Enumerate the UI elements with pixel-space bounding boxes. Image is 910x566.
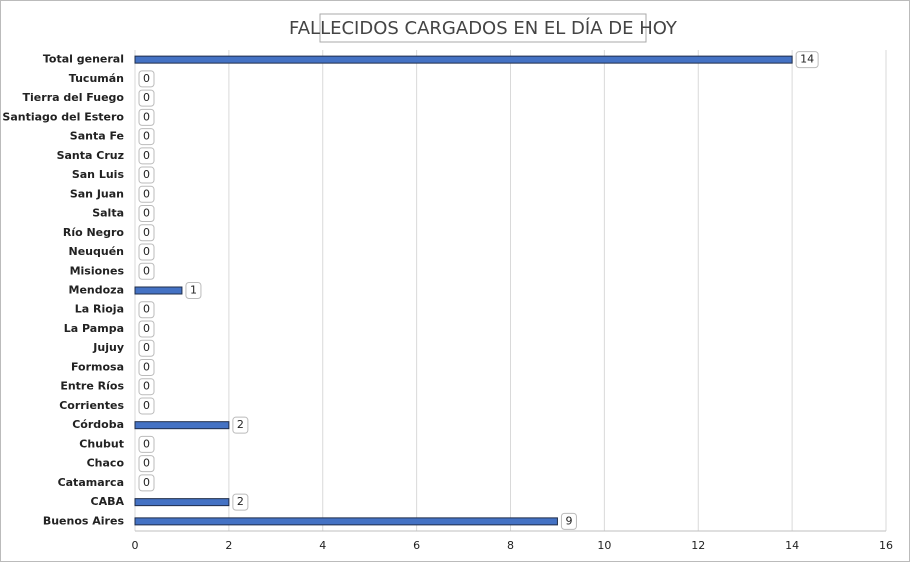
- bar: [134, 286, 183, 295]
- bar: [134, 498, 230, 507]
- y-tick-label: Catamarca: [58, 476, 124, 489]
- data-label: 0: [143, 457, 150, 470]
- data-label-box: [795, 51, 819, 69]
- x-tick-label: 10: [597, 539, 611, 552]
- chart-title: FALLECIDOS CARGADOS EN EL DÍA DE HOY: [289, 17, 678, 39]
- y-tick-label: Santiago del Estero: [2, 110, 124, 123]
- data-label: 2: [237, 418, 244, 431]
- bar: [134, 55, 793, 64]
- x-tick-label: 14: [785, 539, 799, 552]
- data-label: 0: [143, 399, 150, 412]
- data-label: 0: [143, 437, 150, 450]
- data-label-box: [138, 397, 155, 415]
- y-tick-label: CABA: [91, 495, 125, 508]
- y-tick-label: Tucumán: [69, 72, 124, 85]
- y-tick-label: Buenos Aires: [43, 514, 125, 527]
- data-label: 0: [143, 187, 150, 200]
- data-label-box: [138, 455, 155, 473]
- data-label-box: [138, 320, 155, 338]
- data-label: 9: [565, 514, 572, 527]
- data-label: 0: [143, 130, 150, 143]
- data-label-box: [232, 416, 249, 434]
- y-tick-label: Salta: [92, 207, 124, 220]
- data-label: 0: [143, 476, 150, 489]
- data-label: 14: [800, 53, 814, 66]
- y-tick-label: Mendoza: [69, 284, 125, 297]
- data-label: 0: [143, 303, 150, 316]
- y-tick-label: Jujuy: [92, 341, 124, 354]
- y-tick-label: Corrientes: [59, 399, 124, 412]
- data-label: 1: [190, 284, 197, 297]
- y-tick-label: La Pampa: [64, 322, 124, 335]
- data-label-box: [138, 224, 155, 242]
- x-tick-label: 6: [413, 539, 420, 552]
- x-tick-label: 4: [319, 539, 326, 552]
- data-label: 0: [143, 380, 150, 393]
- data-label: 0: [143, 168, 150, 181]
- x-tick-label: 0: [132, 539, 139, 552]
- y-tick-label: Chubut: [79, 437, 124, 450]
- data-label-box: [138, 358, 155, 376]
- x-tick-label: 16: [879, 539, 893, 552]
- y-tick-label: Río Negro: [63, 226, 125, 239]
- y-tick-label: Chaco: [87, 457, 125, 470]
- data-label-box: [560, 512, 577, 530]
- bar: [134, 517, 558, 526]
- y-tick-label: Total general: [43, 53, 124, 66]
- y-tick-label: Santa Cruz: [57, 149, 124, 162]
- data-label: 0: [143, 360, 150, 373]
- data-label-box: [138, 185, 155, 203]
- data-label-box: [138, 301, 155, 319]
- data-label-box: [232, 493, 249, 511]
- x-tick-label: 2: [225, 539, 232, 552]
- x-tick-label: 12: [691, 539, 705, 552]
- y-tick-label: San Juan: [70, 187, 124, 200]
- y-tick-label: La Rioja: [75, 303, 124, 316]
- y-tick-label: Misiones: [70, 264, 125, 277]
- y-tick-label: Entre Ríos: [60, 380, 124, 393]
- data-label: 0: [143, 149, 150, 162]
- data-label-box: [138, 339, 155, 357]
- data-label-box: [138, 262, 155, 280]
- data-label-box: [138, 474, 155, 492]
- data-label-box: [185, 282, 202, 299]
- data-label: 2: [237, 495, 244, 508]
- data-label-box: [138, 70, 155, 88]
- plot: Total general 14 Tucumán 0 Tierra del Fuego 0…: [2, 51, 819, 530]
- data-label: 0: [143, 91, 150, 104]
- data-label: 0: [143, 207, 150, 220]
- data-label-box: [138, 89, 155, 107]
- y-tick-label: Tierra del Fuego: [23, 91, 125, 104]
- data-label: 0: [143, 341, 150, 354]
- data-label: 0: [143, 226, 150, 239]
- data-label-box: [138, 378, 155, 396]
- y-tick-label: Córdoba: [72, 418, 124, 431]
- data-label-box: [138, 166, 155, 184]
- data-label: 0: [143, 245, 150, 258]
- data-label: 0: [143, 322, 150, 335]
- title-box: [319, 13, 647, 43]
- y-tick-label: San Luis: [72, 168, 125, 181]
- data-label: 0: [143, 110, 150, 123]
- y-tick-label: Formosa: [71, 360, 124, 373]
- data-label-box: [138, 128, 155, 146]
- data-label: 0: [143, 72, 150, 85]
- data-label-box: [138, 205, 155, 223]
- bar: [134, 421, 230, 430]
- data-label-box: [138, 147, 155, 165]
- x-tick-label: 8: [507, 539, 514, 552]
- data-label-box: [138, 243, 155, 261]
- grid: 0 2 4 6 8 10 12 14 16: [132, 50, 893, 552]
- data-label-box: [138, 435, 155, 453]
- y-tick-label: Santa Fe: [70, 130, 124, 143]
- data-label: 0: [143, 264, 150, 277]
- data-label-box: [138, 108, 155, 126]
- y-tick-label: Neuquén: [69, 245, 125, 258]
